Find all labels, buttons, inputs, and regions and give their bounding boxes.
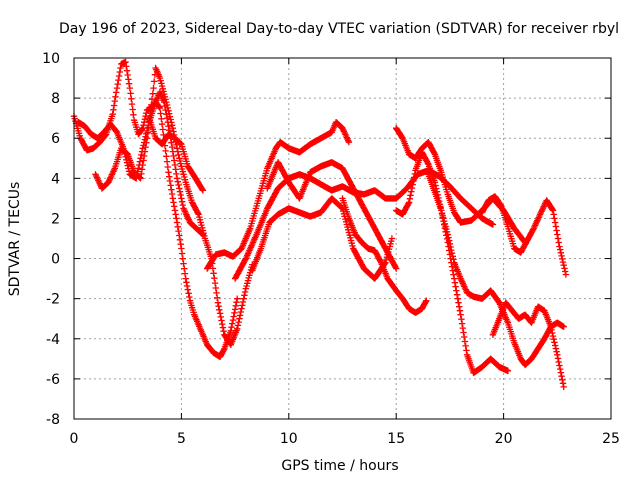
series-sat-e	[204, 119, 353, 272]
x-tick-label: 20	[495, 431, 513, 447]
marker-trace	[339, 195, 430, 316]
series-sat-n	[478, 193, 570, 278]
series-sat-h	[264, 159, 400, 272]
x-tick-label: 25	[602, 431, 620, 447]
series-sat-l	[425, 171, 567, 369]
marker-trace	[425, 171, 567, 369]
y-tick-label: -6	[46, 372, 60, 388]
x-axis-label: GPS time / hours	[281, 458, 398, 474]
axis-ticks: 0 5 10 15 20 25 -8 -6 -4 -2 0 2 4 6 8 10	[42, 51, 620, 447]
data-points	[70, 58, 570, 391]
x-tick-label: 15	[387, 431, 405, 447]
y-tick-label: 4	[51, 171, 60, 187]
marker-trace	[249, 195, 396, 282]
y-tick-label: 10	[42, 51, 60, 67]
chart-title: Day 196 of 2023, Sidereal Day-to-day VTE…	[59, 21, 619, 37]
marker-trace	[264, 159, 400, 272]
marker-trace	[75, 88, 207, 238]
y-tick-label: 2	[51, 211, 60, 227]
y-tick-label: 8	[51, 91, 60, 107]
series-sat-d	[146, 115, 207, 194]
y-tick-label: -8	[46, 412, 60, 428]
grid-lines	[74, 58, 611, 419]
marker-trace	[489, 299, 567, 391]
y-tick-label: -2	[46, 292, 60, 308]
y-tick-label: -4	[46, 332, 60, 348]
marker-trace	[478, 193, 570, 278]
y-axis-label: SDTVAR / TECUs	[7, 182, 23, 297]
series-sat-g	[249, 195, 396, 282]
x-tick-label: 10	[280, 431, 298, 447]
y-tick-label: 0	[51, 252, 60, 268]
series-sat-f	[231, 167, 497, 282]
x-tick-label: 5	[177, 431, 186, 447]
marker-trace	[146, 115, 207, 194]
x-tick-label: 0	[70, 431, 79, 447]
y-tick-label: 6	[51, 131, 60, 147]
series-sat-m	[489, 299, 567, 391]
series-sat-c	[75, 88, 207, 238]
plot-frame	[73, 57, 612, 420]
marker-trace	[204, 119, 353, 272]
series-sat-k	[339, 195, 430, 316]
marker-trace	[231, 167, 497, 282]
